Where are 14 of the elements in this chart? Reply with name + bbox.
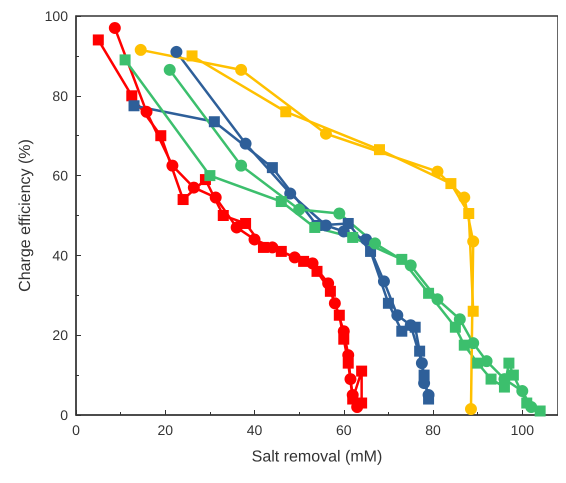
- y-tick-label: 40: [52, 247, 68, 264]
- x-tick-label: 80: [425, 422, 442, 438]
- y-tick-label: 0: [60, 407, 68, 423]
- x-tick-label: 20: [157, 422, 174, 438]
- y-axis-title: Charge efficiency (%): [17, 139, 34, 292]
- x-tick-label: 60: [336, 422, 352, 438]
- y-tick-label: 100: [44, 8, 68, 24]
- x-tick-label: 0: [72, 422, 80, 438]
- y-tick-label: 20: [52, 327, 68, 344]
- x-tick-label: 40: [246, 422, 263, 438]
- x-tick-label: 100: [510, 422, 534, 438]
- y-tick-label: 60: [52, 168, 68, 184]
- x-axis-title: Salt removal (mM): [252, 448, 382, 466]
- y-tick-label: 80: [52, 88, 68, 104]
